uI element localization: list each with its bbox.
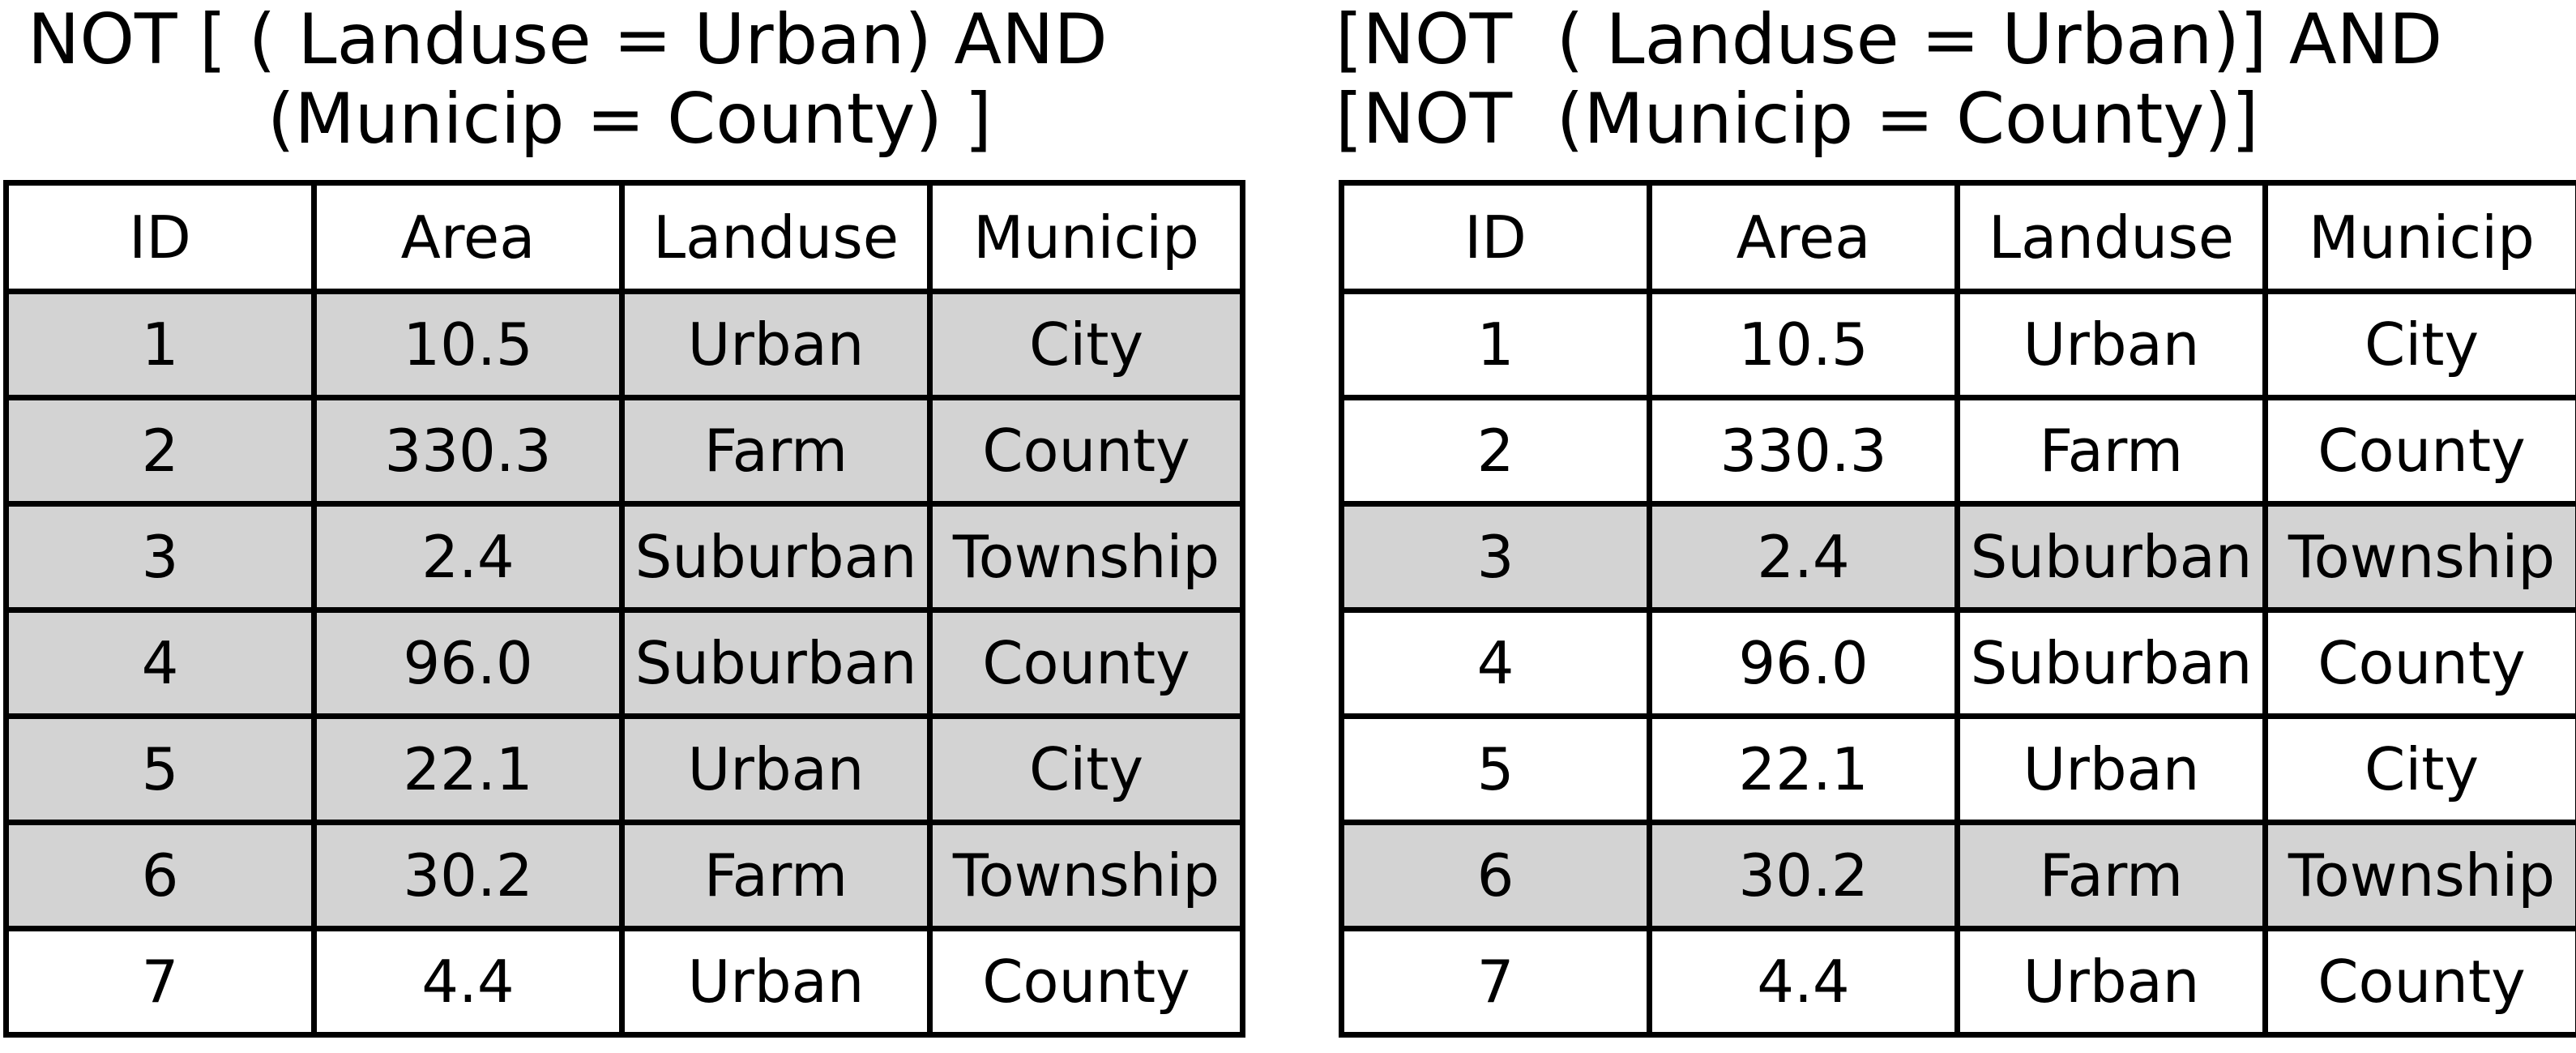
table-row: 1 10.5 Urban City [1339,289,2576,400]
cell-area: 10.5 [1647,289,1960,400]
cell-municip: City [927,713,1245,825]
cell-id: 1 [3,289,317,400]
cell-landuse: Urban [619,713,933,825]
cell-municip: County [927,607,1245,719]
right-attribute-table: ID Area Landuse Municip 1 10.5 Urban City 2 3… [1339,180,2576,1038]
table-row: 1 10.5 Urban City [3,289,1245,400]
expression-line: [NOT ( Landuse = Urban)] AND [1335,0,2443,80]
cell-id: 4 [3,607,317,719]
cell-landuse: Farm [1954,820,2268,931]
column-header-id: ID [3,180,317,294]
cell-landuse: Suburban [619,607,933,719]
cell-area: 10.5 [311,289,625,400]
cell-area: 30.2 [311,820,625,931]
cell-landuse: Urban [619,926,933,1038]
cell-id: 7 [3,926,317,1038]
cell-id: 7 [1339,926,1652,1038]
cell-area: 96.0 [1647,607,1960,719]
cell-municip: County [2262,926,2576,1038]
table-row: 4 96.0 Suburban County [3,607,1245,719]
cell-municip: Township [2262,501,2576,613]
table-row: 3 2.4 Suburban Township [1339,501,2576,613]
column-header-landuse: Landuse [1954,180,2268,294]
cell-landuse: Urban [1954,926,2268,1038]
cell-landuse: Farm [1954,395,2268,507]
cell-municip: Township [927,501,1245,613]
table-row: 7 4.4 Urban County [1339,926,2576,1038]
cell-id: 3 [3,501,317,613]
cell-municip: County [2262,395,2576,507]
cell-municip: City [2262,289,2576,400]
cell-id: 5 [1339,713,1652,825]
cell-id: 6 [3,820,317,931]
cell-area: 96.0 [311,607,625,719]
left-expression: NOT [ ( Landuse = Urban) AND (Municip = … [0,0,1108,182]
column-header-landuse: Landuse [619,180,933,294]
left-table-body: 1 10.5 Urban City 2 330.3 Farm County 3 2.4 Suburb… [3,289,1245,1038]
cell-id: 3 [1339,501,1652,613]
cell-landuse: Suburban [1954,501,2268,613]
cell-landuse: Urban [619,289,933,400]
column-header-id: ID [1339,180,1652,294]
left-attribute-table: ID Area Landuse Municip 1 10.5 Urban City 2 3… [3,180,1245,1038]
cell-area: 4.4 [311,926,625,1038]
table-row: 3 2.4 Suburban Township [3,501,1245,613]
table-row: 5 22.1 Urban City [3,713,1245,825]
cell-area: 330.3 [311,395,625,507]
expression-line: NOT [ ( Landuse = Urban) AND [28,0,1108,80]
cell-municip: County [2262,607,2576,719]
cell-landuse: Urban [1954,713,2268,825]
table-row: 2 330.3 Farm County [1339,395,2576,507]
column-header-area: Area [1647,180,1960,294]
table-row: 5 22.1 Urban City [1339,713,2576,825]
table-row: 6 30.2 Farm Township [1339,820,2576,931]
right-expression: [NOT ( Landuse = Urban)] AND [NOT (Munic… [1335,0,2442,182]
table-row: 2 330.3 Farm County [3,395,1245,507]
cell-municip: County [927,926,1245,1038]
table-row: 7 4.4 Urban County [3,926,1245,1038]
expression-line: [NOT (Municip = County)] [1335,79,2259,160]
cell-area: 22.1 [311,713,625,825]
cell-municip: Township [927,820,1245,931]
cell-area: 330.3 [1647,395,1960,507]
cell-id: 1 [1339,289,1652,400]
cell-area: 4.4 [1647,926,1960,1038]
cell-landuse: Suburban [1954,607,2268,719]
cell-id: 4 [1339,607,1652,719]
cell-municip: City [2262,713,2576,825]
expression-line: (Municip = County) ] [267,79,992,160]
cell-municip: Township [2262,820,2576,931]
cell-area: 22.1 [1647,713,1960,825]
cell-area: 30.2 [1647,820,1960,931]
cell-municip: City [927,289,1245,400]
cell-id: 5 [3,713,317,825]
column-header-area: Area [311,180,625,294]
column-header-municip: Municip [927,180,1245,294]
cell-landuse: Urban [1954,289,2268,400]
header-row: ID Area Landuse Municip [3,180,1245,294]
column-header-municip: Municip [2262,180,2576,294]
cell-area: 2.4 [1647,501,1960,613]
cell-landuse: Farm [619,820,933,931]
table-row: 6 30.2 Farm Township [3,820,1245,931]
table-row: 4 96.0 Suburban County [1339,607,2576,719]
cell-area: 2.4 [311,501,625,613]
cell-id: 2 [3,395,317,507]
cell-id: 2 [1339,395,1652,507]
cell-landuse: Suburban [619,501,933,613]
cell-landuse: Farm [619,395,933,507]
cell-id: 6 [1339,820,1652,931]
right-table-body: 1 10.5 Urban City 2 330.3 Farm County 3 2.4 Suburb… [1339,289,2576,1038]
cell-municip: County [927,395,1245,507]
header-row: ID Area Landuse Municip [1339,180,2576,294]
